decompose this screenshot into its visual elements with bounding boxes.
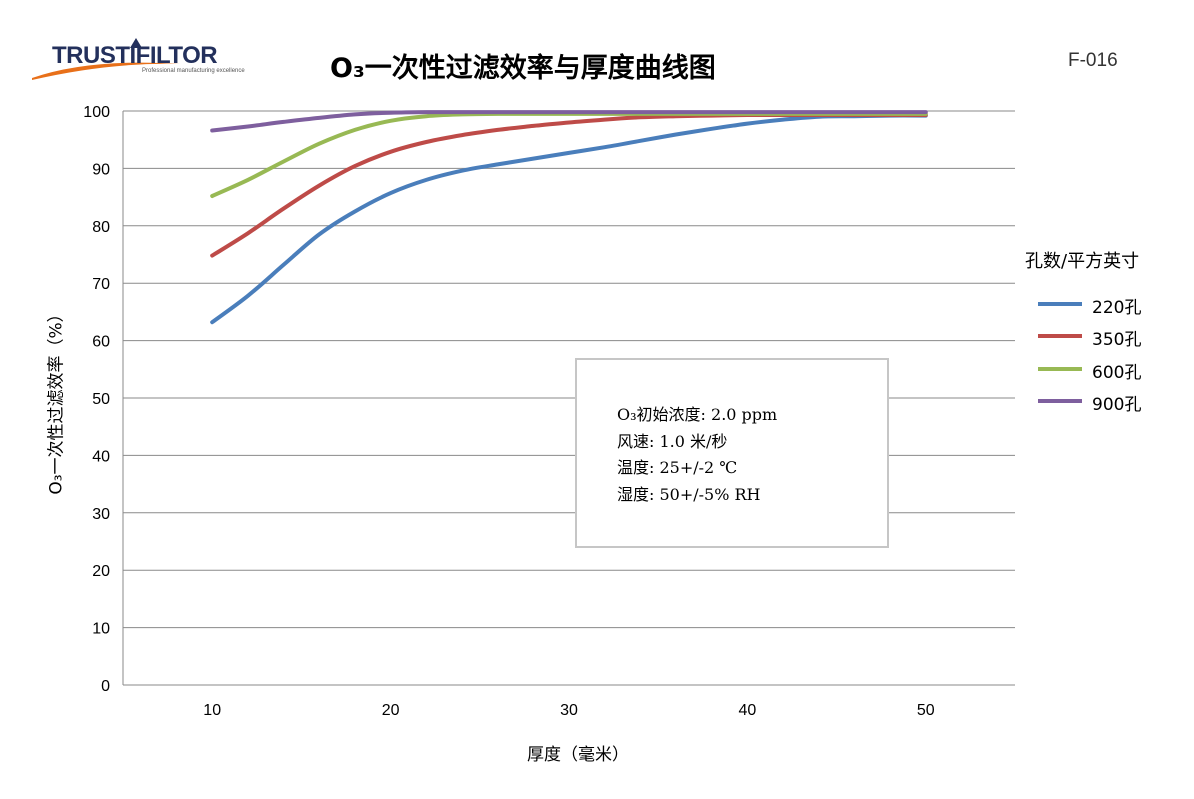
y-tick-label: 40 [92,448,110,465]
legend-swatch-350 [1038,334,1082,338]
logo-swoosh-icon [32,38,180,80]
y-tick-label: 80 [92,219,110,236]
test-conditions-box: O₃初始浓度: 2.0 ppm 风速: 1.0 米/秒 温度: 25+/-2 ℃… [575,358,889,548]
series-line-4 [210,110,928,133]
logo-tagline: Professional manufacturing excellence [142,68,245,74]
x-tick-label: 50 [917,702,935,719]
logo-brand-text: TRUSTIFILTOR [52,42,218,69]
legend-label-220: 220孔 [1092,298,1142,318]
note-wind-speed: 风速: 1.0 米/秒 [617,431,728,451]
y-tick-label: 0 [101,678,110,695]
y-tick-label: 10 [92,621,110,638]
y-tick-label: 30 [92,506,110,523]
document-code: F-016 [1068,50,1118,71]
y-tick-label: 100 [83,104,110,121]
note-concentration: O₃初始浓度: 2.0 ppm [617,405,778,424]
legend-label-350: 350孔 [1092,330,1142,350]
y-tick-label: 20 [92,563,110,580]
legend-label-900: 900孔 [1092,395,1142,415]
legend-title: 孔数/平方英寸 [1025,251,1140,272]
chart-title: O₃一次性过滤效率与厚度曲线图 [330,53,716,84]
trustifiltor-logo: TRUSTIFILTOR Professional manufacturing … [30,36,245,86]
y-tick-label: 70 [92,276,110,293]
y-axis-label: O₃一次性过滤效率（%） [46,305,67,495]
y-tick-label: 60 [92,334,110,351]
x-tick-label: 20 [382,702,400,719]
note-temperature: 温度: 25+/-2 ℃ [617,458,738,477]
x-tick-label: 40 [739,702,757,719]
legend-swatch-600 [1038,367,1082,371]
series-line-1 [210,113,928,325]
legend-swatch-220 [1038,302,1082,306]
legend-swatch-900 [1038,399,1082,403]
x-axis-label: 厚度（毫米） [527,745,629,765]
y-tick-label: 50 [92,391,110,408]
x-tick-label: 30 [560,702,578,719]
y-tick-label: 90 [92,161,110,178]
x-tick-label: 10 [203,702,221,719]
legend-label-600: 600孔 [1092,363,1142,383]
note-humidity: 湿度: 50+/-5% RH [617,484,761,504]
